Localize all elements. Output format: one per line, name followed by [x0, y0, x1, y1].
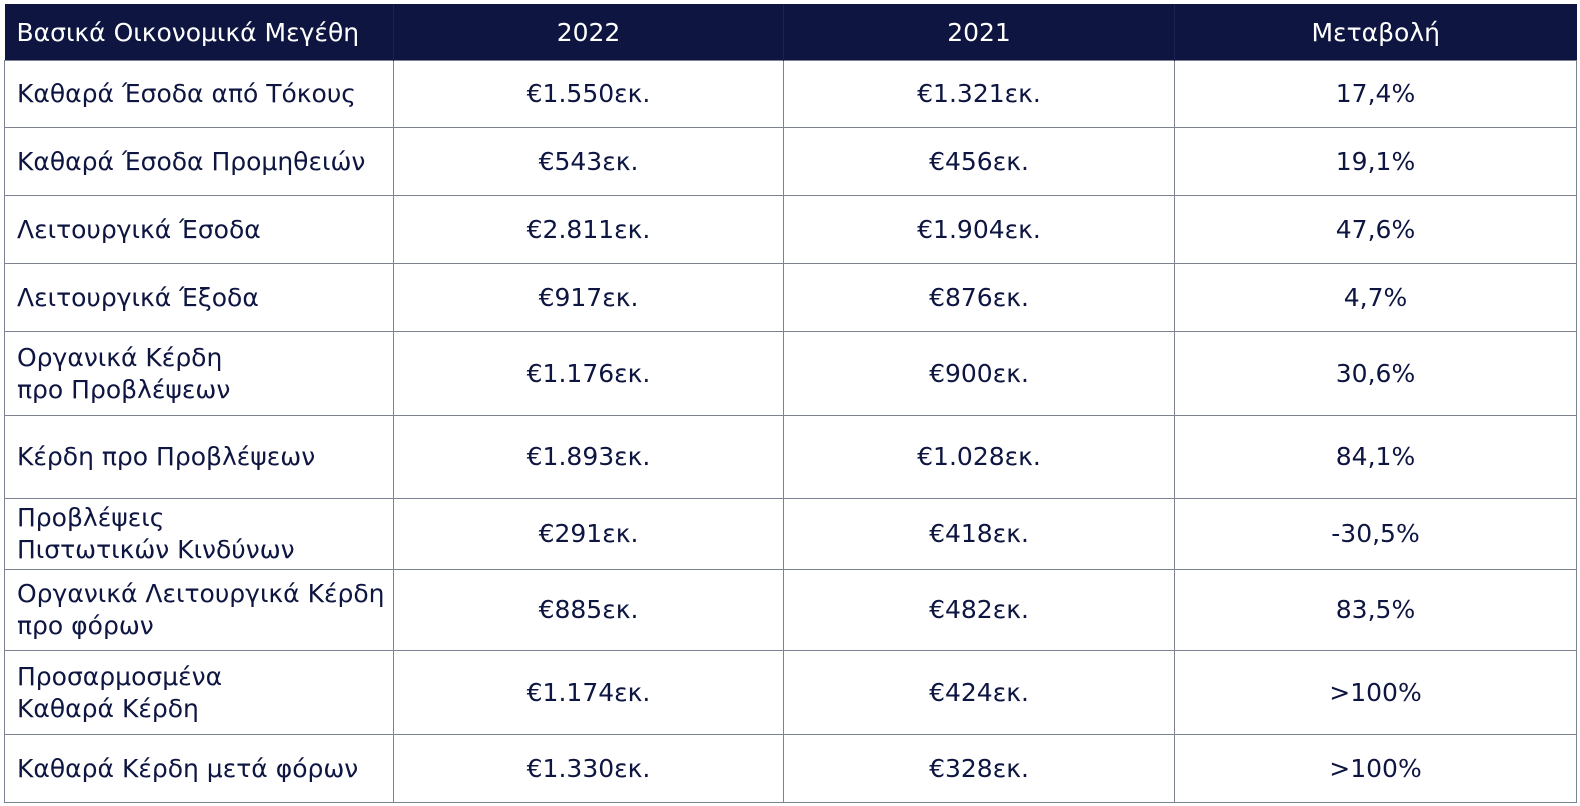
- value-2021: €876εκ.: [783, 263, 1175, 332]
- value-2021: €482εκ.: [783, 569, 1175, 651]
- value-2021: €424εκ.: [783, 650, 1175, 735]
- value-2021: €1.028εκ.: [783, 415, 1175, 499]
- value-2022: €2.811εκ.: [393, 195, 784, 264]
- value-change: 17,4%: [1174, 60, 1577, 128]
- value-2022: €291εκ.: [393, 498, 784, 570]
- header-change: Μεταβολή: [1174, 4, 1577, 61]
- table-row: Οργανικά Κέρδη προ Προβλέψεων €1.176εκ. …: [4, 331, 1577, 416]
- financials-table-container: Βασικά Οικονομικά Μεγέθη 2022 2021 Μεταβ…: [4, 4, 1577, 803]
- key-financials-table: Βασικά Οικονομικά Μεγέθη 2022 2021 Μεταβ…: [4, 4, 1577, 803]
- value-2022: €1.550εκ.: [393, 60, 784, 128]
- value-change: >100%: [1174, 734, 1577, 803]
- table-header-row: Βασικά Οικονομικά Μεγέθη 2022 2021 Μεταβ…: [4, 4, 1577, 61]
- value-2022: €917εκ.: [393, 263, 784, 332]
- row-label: Καθαρά Έσοδα Προμηθειών: [4, 127, 394, 196]
- row-label: Οργανικά Λειτουργικά Κέρδη προ φόρων: [4, 569, 394, 651]
- value-2021: €328εκ.: [783, 734, 1175, 803]
- value-2021: €1.321εκ.: [783, 60, 1175, 128]
- table-row: Λειτουργικά Έξοδα €917εκ. €876εκ. 4,7%: [4, 263, 1577, 332]
- value-2022: €1.330εκ.: [393, 734, 784, 803]
- table-row: Οργανικά Λειτουργικά Κέρδη προ φόρων €88…: [4, 569, 1577, 651]
- value-2021: €418εκ.: [783, 498, 1175, 570]
- value-2022: €1.176εκ.: [393, 331, 784, 416]
- table-row: Προβλέψεις Πιστωτικών Κινδύνων €291εκ. €…: [4, 498, 1577, 570]
- value-change: 47,6%: [1174, 195, 1577, 264]
- value-change: 19,1%: [1174, 127, 1577, 196]
- row-label: Κέρδη προ Προβλέψεων: [4, 415, 394, 499]
- table-row: Κέρδη προ Προβλέψεων €1.893εκ. €1.028εκ.…: [4, 415, 1577, 499]
- row-label: Προσαρμοσμένα Καθαρά Κέρδη: [4, 650, 394, 735]
- value-change: 4,7%: [1174, 263, 1577, 332]
- table-row: Καθαρά Έσοδα Προμηθειών €543εκ. €456εκ. …: [4, 127, 1577, 196]
- row-label: Καθαρά Έσοδα από Τόκους: [4, 60, 394, 128]
- value-2022: €885εκ.: [393, 569, 784, 651]
- value-2021: €900εκ.: [783, 331, 1175, 416]
- value-2021: €1.904εκ.: [783, 195, 1175, 264]
- row-label: Οργανικά Κέρδη προ Προβλέψεων: [4, 331, 394, 416]
- header-year-2022: 2022: [393, 4, 784, 61]
- table-row: Λειτουργικά Έσοδα €2.811εκ. €1.904εκ. 47…: [4, 195, 1577, 264]
- header-metric: Βασικά Οικονομικά Μεγέθη: [4, 4, 394, 61]
- header-year-2021: 2021: [783, 4, 1175, 61]
- row-label: Λειτουργικά Έξοδα: [4, 263, 394, 332]
- value-change: 30,6%: [1174, 331, 1577, 416]
- table-row: Καθαρά Κέρδη μετά φόρων €1.330εκ. €328εκ…: [4, 734, 1577, 803]
- row-label: Λειτουργικά Έσοδα: [4, 195, 394, 264]
- value-2022: €543εκ.: [393, 127, 784, 196]
- value-2022: €1.893εκ.: [393, 415, 784, 499]
- row-label: Προβλέψεις Πιστωτικών Κινδύνων: [4, 498, 394, 570]
- table-row: Καθαρά Έσοδα από Τόκους €1.550εκ. €1.321…: [4, 60, 1577, 128]
- row-label: Καθαρά Κέρδη μετά φόρων: [4, 734, 394, 803]
- value-change: 84,1%: [1174, 415, 1577, 499]
- value-change: -30,5%: [1174, 498, 1577, 570]
- value-2022: €1.174εκ.: [393, 650, 784, 735]
- value-change: 83,5%: [1174, 569, 1577, 651]
- value-change: >100%: [1174, 650, 1577, 735]
- table-row: Προσαρμοσμένα Καθαρά Κέρδη €1.174εκ. €42…: [4, 650, 1577, 735]
- value-2021: €456εκ.: [783, 127, 1175, 196]
